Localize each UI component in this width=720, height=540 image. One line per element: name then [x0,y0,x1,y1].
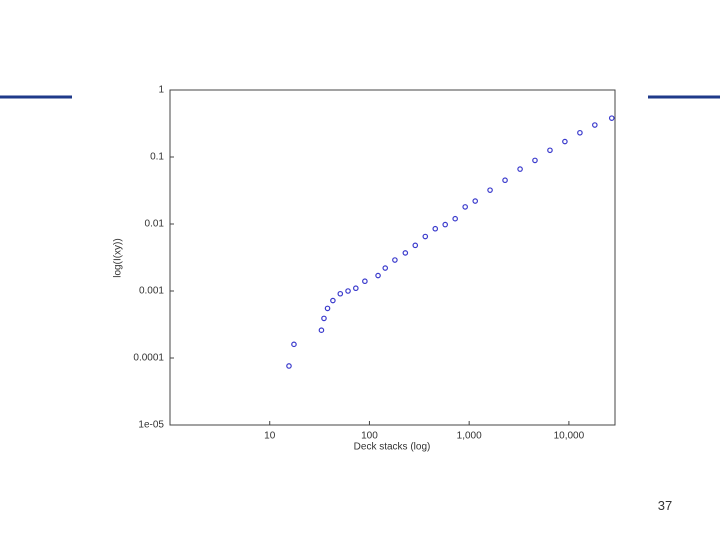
scatter-point [291,341,297,348]
scatter-point [532,157,538,164]
y-tick-label: 1 [158,85,164,96]
scatter-point [337,290,344,297]
scatter-point [324,305,331,312]
page-number: 37 [657,498,673,513]
x-axis-label: Deck stacks (log) [354,442,431,453]
scatter-point [422,233,429,240]
scatter-point [286,363,292,369]
x-tick-label: 1,000 [457,431,482,442]
scatter-point [487,187,493,193]
x-tick-label: 10,000 [554,431,585,442]
scatter-point [547,147,553,154]
scatter-point [608,115,615,121]
y-tick-label: 0.1 [150,152,164,163]
x-tick-label: 10 [264,431,276,442]
scatter-point [402,250,409,256]
plot-frame [169,89,616,426]
scatter-point [517,166,523,172]
scatter-point [592,122,598,128]
scatter-point [462,204,468,210]
scatter-point [345,288,351,294]
y-tick-label: 0.001 [139,286,164,297]
y-tick-label: 0.01 [145,219,165,230]
scatter-point [472,198,479,204]
scatter-point [442,221,449,228]
scatter-point [362,278,368,285]
scatter-point [392,257,398,263]
scatter-point [353,285,359,292]
scatter-point [318,327,325,333]
scatter-point [382,265,389,271]
scatter-point [321,315,327,322]
y-tick-label: 1e-05 [138,420,164,431]
scatter-point [562,138,568,145]
scatter-point [412,242,419,249]
scatter-point [452,215,458,222]
scatter-point [577,129,583,136]
x-tick-label: 100 [361,431,378,442]
scatter-point [432,225,439,232]
y-tick-label: 0.0001 [133,353,164,364]
y-axis-label: log(I(xy)) [113,238,124,277]
scatter-point [330,297,336,304]
scatter-point [502,177,508,184]
scatter-point [375,272,381,279]
